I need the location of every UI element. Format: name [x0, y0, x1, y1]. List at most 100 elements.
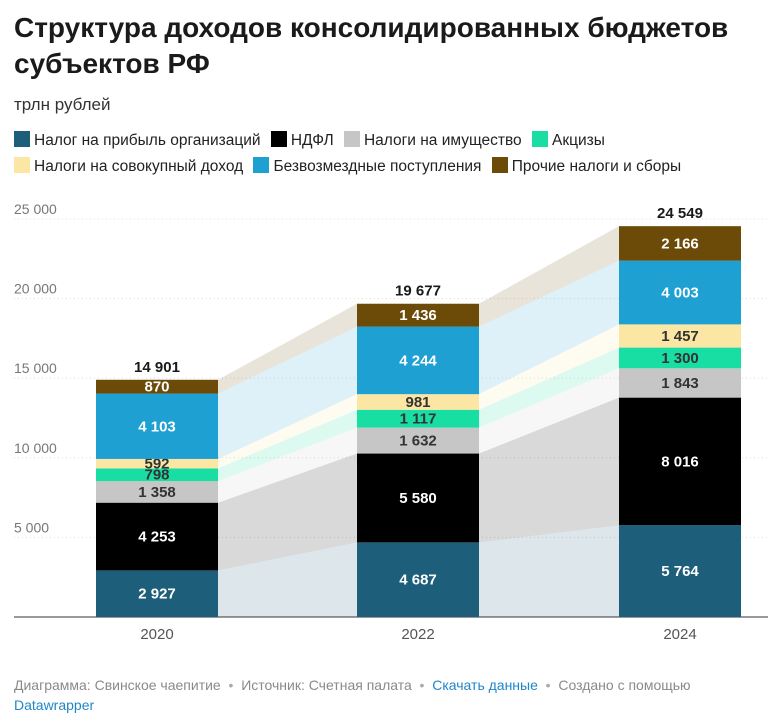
legend-item-transfers: Безвозмездные поступления: [253, 154, 481, 180]
bar-segment: [357, 542, 479, 617]
connector-band: [479, 368, 619, 454]
bar-value-label: 1 358: [138, 484, 176, 501]
bar-value-label: 2 166: [661, 235, 699, 252]
bar-value-label: 2 927: [138, 586, 176, 603]
bar-segment: [619, 525, 741, 617]
bar-value-label: 5 580: [399, 490, 437, 507]
bar-value-label: 8 016: [661, 453, 699, 470]
legend-label: Акцизы: [552, 132, 605, 149]
bar-segment: [96, 393, 218, 459]
legend-item-aggregate-income-tax: Налоги на совокупный доход: [14, 154, 243, 180]
x-tick-label: 2024: [663, 626, 696, 643]
y-tick-label: 10 000: [14, 440, 57, 456]
connector-band: [479, 347, 619, 428]
legend-swatch: [270, 131, 287, 147]
bar-value-label: 1 117: [400, 411, 437, 428]
footer-source: Источник: Счетная палата: [241, 677, 412, 693]
bar-value-label: 5 764: [661, 563, 699, 580]
bar-value-label: 981: [405, 394, 430, 411]
bar-segment: [357, 427, 479, 454]
footer-separator: •: [224, 677, 238, 693]
legend-label: Налог на прибыль организаций: [34, 132, 261, 149]
legend-swatch: [14, 131, 30, 147]
connector-band: [479, 525, 619, 617]
connector-band: [218, 542, 357, 617]
bar-value-label: 798: [144, 467, 169, 484]
x-tick-label: 2022: [401, 626, 434, 643]
bar-value-label: 4 003: [661, 285, 699, 302]
bar-value-label: 1 843: [661, 375, 699, 392]
bar-value-label: 4 253: [138, 529, 176, 546]
bar-segment: [96, 468, 218, 482]
y-tick-label: 20 000: [14, 281, 57, 297]
footer-credit: Диаграмма: Свинское чаепитие: [14, 677, 221, 693]
download-data-link[interactable]: Скачать данные: [432, 677, 538, 693]
legend-swatch: [14, 157, 30, 173]
legend-label: Налоги на имущество: [363, 132, 522, 149]
chart-title: Структура доходов консолидированных бюдж…: [14, 12, 729, 79]
chart-footer: Диаграмма: Свинское чаепитие • Источник:…: [14, 675, 764, 715]
bar-value-label: 1 436: [399, 307, 437, 324]
legend-label: НДФЛ: [290, 132, 334, 149]
connector-band: [218, 303, 357, 394]
legend-item-excise: Акцизы: [532, 128, 605, 154]
chart-subtitle: трлн рублей: [14, 95, 111, 114]
bar-segment: [96, 379, 218, 394]
footer-created-with: Создано с помощью: [558, 677, 691, 693]
bar-segment: [96, 458, 218, 469]
footer-separator: •: [541, 677, 555, 693]
stacked-bar-chart: 5 000 10 000 15 000 20 000 25 000 2 927 4 253 1…: [14, 201, 768, 643]
connector-band: [218, 427, 357, 503]
bar-segment: [357, 394, 479, 410]
bar-total-label: 24 549: [657, 205, 703, 222]
bar-segment: [619, 368, 741, 398]
connector-band: [479, 260, 619, 395]
legend-label: Налоги на совокупный доход: [34, 158, 244, 175]
bar-segment: [357, 303, 479, 327]
bar-value-label: 4 687: [399, 572, 437, 589]
bar-segment: [357, 453, 479, 543]
bar-segment: [96, 481, 218, 503]
legend-swatch: [491, 157, 508, 173]
legend-swatch: [253, 157, 270, 173]
bar-segment: [96, 502, 218, 571]
chart-legend: Налог на прибыль организаций НДФЛ Налоги…: [14, 128, 774, 180]
connector-band: [479, 324, 619, 410]
bar-segment: [96, 570, 218, 617]
y-tick-label: 5 000: [14, 519, 49, 535]
bar-value-label: 1 457: [661, 328, 699, 345]
connector-band: [218, 409, 357, 482]
bar-value-label: 4 103: [138, 418, 176, 435]
bar-total-label: 19 677: [395, 283, 441, 300]
bar-value-label: 4 244: [399, 352, 437, 369]
bar-segment: [619, 397, 741, 526]
x-tick-label: 2020: [140, 626, 173, 643]
legend-swatch: [532, 131, 548, 147]
connector-band: [479, 226, 619, 327]
legend-item-profit-tax: Налог на прибыль организаций: [14, 128, 261, 154]
legend-swatch: [343, 131, 360, 147]
bar-segment: [619, 324, 741, 348]
y-tick-label: 25 000: [14, 201, 57, 217]
bar-segment: [619, 260, 741, 325]
bar-value-label: 592: [144, 456, 169, 473]
bar-segment: [357, 409, 479, 428]
bar-total-label: 14 901: [134, 359, 180, 376]
datawrapper-link[interactable]: Datawrapper: [14, 697, 95, 713]
y-tick-label: 15 000: [14, 360, 57, 376]
bar-segment: [357, 326, 479, 395]
connector-band: [218, 394, 357, 469]
legend-item-other-taxes: Прочие налоги и сборы: [491, 154, 682, 180]
legend-item-ndfl: НДФЛ: [270, 128, 334, 154]
legend-item-property-tax: Налоги на имущество: [343, 128, 522, 154]
bar-segment: [619, 226, 741, 261]
legend-label: Прочие налоги и сборы: [511, 158, 682, 175]
bar-segment: [619, 347, 741, 369]
footer-separator: •: [415, 677, 429, 693]
legend-label: Безвозмездные поступления: [273, 158, 482, 175]
connector-band: [479, 397, 619, 543]
connector-band: [218, 453, 357, 571]
connector-band: [218, 326, 357, 459]
bar-value-label: 1 300: [661, 350, 699, 367]
bar-value-label: 1 632: [399, 433, 437, 450]
